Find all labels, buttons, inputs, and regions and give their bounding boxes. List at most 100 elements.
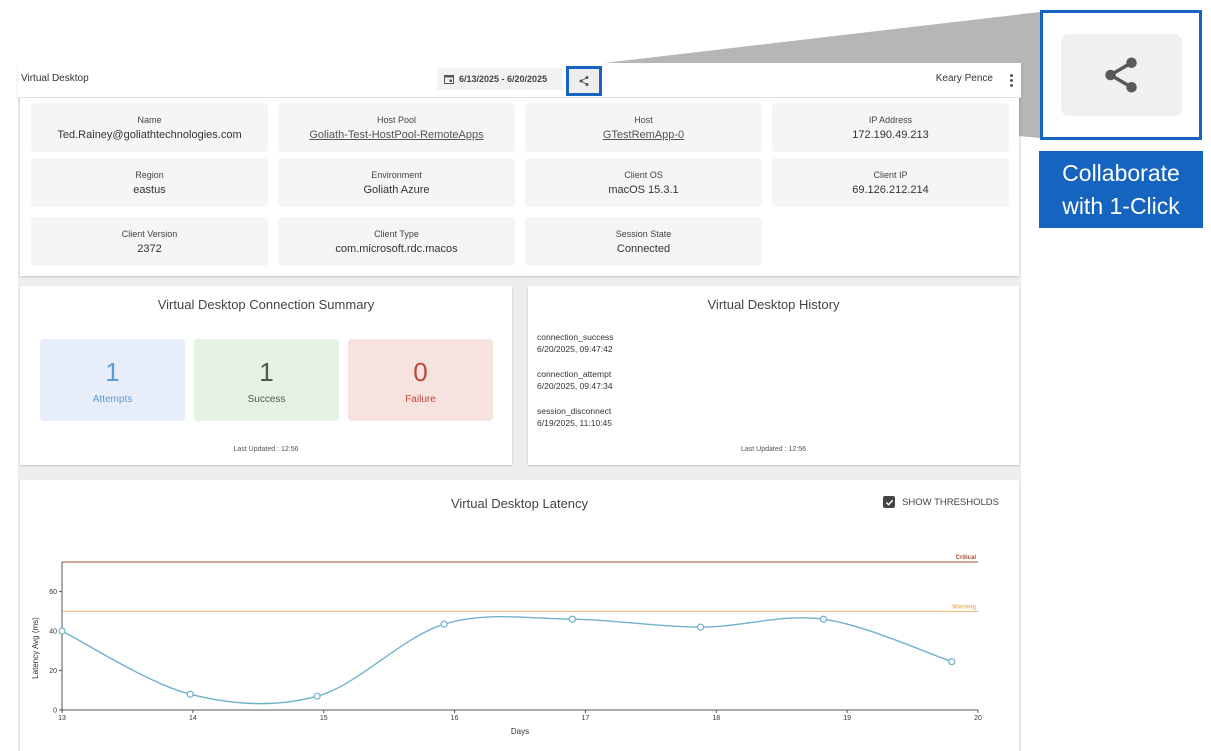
history-time: 6/20/2025, 09:47:34 xyxy=(537,381,613,391)
detail-value: macOS 15.3.1 xyxy=(608,184,679,196)
detail-value: com.microsoft.rdc.macos xyxy=(335,243,458,255)
history-event: connection_success xyxy=(537,332,614,342)
date-range-picker[interactable]: 6/13/2025 - 6/20/2025 xyxy=(437,68,563,90)
detail-label: Client Version xyxy=(121,229,178,239)
stat-success: 1 Success xyxy=(194,339,339,421)
stat-attempts: 1 Attempts xyxy=(40,339,185,421)
callout-label: Collaborate with 1-Click xyxy=(1039,151,1203,228)
detail-label: Client Type xyxy=(374,229,419,239)
stat-label: Success xyxy=(247,394,286,405)
x-tick-label: 18 xyxy=(712,715,720,722)
show-thresholds-label: SHOW THRESHOLDS xyxy=(902,496,999,508)
show-thresholds-toggle[interactable]: SHOW THRESHOLDS xyxy=(883,496,999,508)
latency-data-point xyxy=(313,692,321,700)
latency-title: Virtual Desktop Latency xyxy=(450,496,589,511)
callout-label-line2: with 1-Click xyxy=(1062,193,1180,219)
detail-value: Connected xyxy=(616,243,671,255)
history-last-updated: Last Updated : 12:56 xyxy=(741,446,806,453)
y-tick-label: 0 xyxy=(53,708,57,715)
connection-summary-panel: Virtual Desktop Connection Summary 1 Atte… xyxy=(20,286,512,465)
detail-environment: Environment Goliath Azure xyxy=(278,158,515,207)
app-header: Virtual Desktop 6/13/2025 - 6/20/2025 Ke… xyxy=(18,63,1021,98)
latency-data-point xyxy=(58,627,66,635)
stat-failure: 0 Failure xyxy=(348,339,493,421)
x-tick-label: 16 xyxy=(451,715,459,722)
detail-label: Session State xyxy=(615,229,672,239)
detail-session-state: Session State Connected xyxy=(525,217,762,266)
history-item: connection_attempt 6/20/2025, 09:47:34 xyxy=(537,368,613,392)
latency-panel: Virtual Desktop Latency SHOW THRESHOLDS … xyxy=(20,480,1019,751)
stat-value: 0 xyxy=(413,357,428,387)
latency-data-point xyxy=(819,615,828,623)
history-item: session_disconnect 6/19/2025, 11:10:45 xyxy=(537,405,612,429)
y-axis-label: Latency Avg (ms) xyxy=(31,617,40,679)
x-tick-label: 19 xyxy=(843,715,851,722)
detail-client-ip: Client IP 69.126.212.214 xyxy=(772,158,1009,207)
detail-client-os: Client OS macOS 15.3.1 xyxy=(525,158,762,207)
detail-label: IP Address xyxy=(868,115,913,125)
latency-data-point xyxy=(186,690,194,698)
x-tick-label: 14 xyxy=(189,715,197,722)
connection-summary-title: Virtual Desktop Connection Summary xyxy=(157,297,375,312)
history-time: 6/19/2025, 11:10:45 xyxy=(537,418,612,428)
share-icon xyxy=(1105,57,1137,93)
detail-ip-address: IP Address 172.190.49.213 xyxy=(772,103,1009,152)
share-button[interactable] xyxy=(566,66,602,96)
latency-data-point xyxy=(568,615,576,623)
detail-region: Region eastus xyxy=(31,158,268,207)
session-details-card: Name Ted.Rainey@goliathtechnologies.com Ho… xyxy=(20,98,1019,276)
history-time: 6/20/2025, 09:47:42 xyxy=(537,344,613,354)
detail-label: Client IP xyxy=(873,170,908,180)
detail-label: Host Pool xyxy=(376,115,417,125)
threshold-label-warning: Warning xyxy=(952,604,976,610)
stat-value: 1 xyxy=(105,357,120,387)
detail-value: 172.190.49.213 xyxy=(852,129,929,141)
detail-value: Ted.Rainey@goliathtechnologies.com xyxy=(57,129,242,141)
x-tick-label: 15 xyxy=(320,715,328,722)
detail-label: Host xyxy=(634,115,653,125)
history-event: session_disconnect xyxy=(537,406,612,416)
detail-link[interactable]: GTestRemApp-0 xyxy=(602,129,685,141)
latency-chart: Critical Warning 13 14 15 16 17 18 19 20 0 20 40 60 Da… xyxy=(31,555,982,736)
detail-label: Environment xyxy=(371,170,422,180)
latency-data-point xyxy=(440,620,448,628)
detail-label: Name xyxy=(137,115,162,125)
summary-last-updated: Last Updated : 12:56 xyxy=(233,446,299,453)
y-tick-label: 60 xyxy=(49,589,57,596)
stat-value: 1 xyxy=(259,357,274,387)
callout-label-line1: Collaborate xyxy=(1062,160,1180,186)
stat-label: Attempts xyxy=(92,394,133,405)
detail-client-version: Client Version 2372 xyxy=(31,217,268,266)
history-item: connection_success 6/20/2025, 09:47:42 xyxy=(537,331,614,355)
detail-link[interactable]: Goliath-Test-HostPool-RemoteApps xyxy=(309,129,484,141)
stat-label: Failure xyxy=(405,394,436,405)
latency-data-point xyxy=(948,658,956,666)
latency-series-line xyxy=(61,615,953,705)
x-axis-label: Days xyxy=(511,727,529,736)
detail-value: Goliath Azure xyxy=(363,184,430,196)
latency-data-point xyxy=(696,623,705,631)
detail-value: eastus xyxy=(133,184,166,196)
history-title: Virtual Desktop History xyxy=(707,297,840,312)
checkbox-checked-icon[interactable] xyxy=(883,496,896,508)
threshold-label-critical: Critical xyxy=(956,555,977,561)
share-icon xyxy=(579,76,589,86)
calendar-icon xyxy=(444,75,454,84)
callout-share-button xyxy=(1060,34,1182,116)
detail-host-pool: Host Pool Goliath-Test-HostPool-RemoteApp… xyxy=(278,103,515,152)
x-tick-label: 17 xyxy=(582,715,590,722)
user-name[interactable]: Keary Pence xyxy=(935,73,993,84)
detail-name: Name Ted.Rainey@goliathtechnologies.com xyxy=(31,103,268,152)
page-title: Virtual Desktop xyxy=(21,73,89,84)
x-tick-label: 20 xyxy=(974,715,982,722)
date-range-label: 6/13/2025 - 6/20/2025 xyxy=(459,74,548,84)
y-tick-label: 40 xyxy=(49,629,57,636)
more-menu-icon[interactable] xyxy=(1004,68,1018,92)
detail-label: Region xyxy=(135,170,164,180)
callout-zoom xyxy=(1040,10,1202,140)
detail-host: Host GTestRemApp-0 xyxy=(525,103,762,152)
detail-value: 2372 xyxy=(137,243,162,255)
history-panel: Virtual Desktop History connection_succe… xyxy=(528,286,1019,465)
y-tick-label: 20 xyxy=(49,668,57,675)
